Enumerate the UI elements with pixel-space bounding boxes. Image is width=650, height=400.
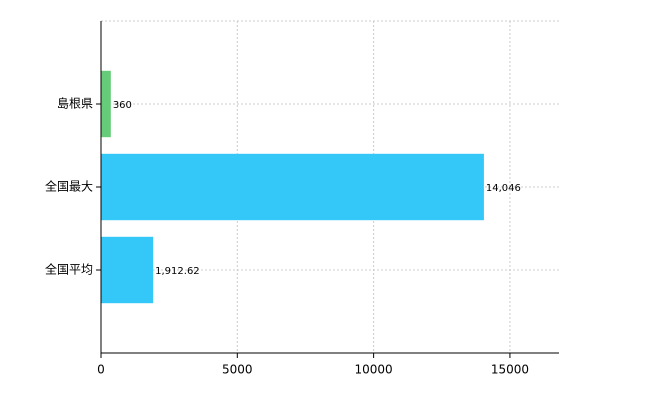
bar: [101, 153, 484, 221]
y-tick-label: 全国最大: [45, 179, 93, 194]
y-tick-label: 島根県: [57, 96, 93, 111]
bar: [101, 236, 154, 304]
x-tick-label: 15000: [491, 363, 529, 377]
value-label: 360: [113, 100, 132, 111]
value-label: 1,912.62: [155, 266, 200, 277]
value-label: 14,046: [486, 183, 521, 194]
x-tick-label: 10000: [355, 363, 393, 377]
bar: [101, 70, 111, 138]
x-tick-label: 5000: [222, 363, 253, 377]
y-tick-label: 全国平均: [45, 262, 93, 277]
x-tick-label: 0: [97, 363, 105, 377]
